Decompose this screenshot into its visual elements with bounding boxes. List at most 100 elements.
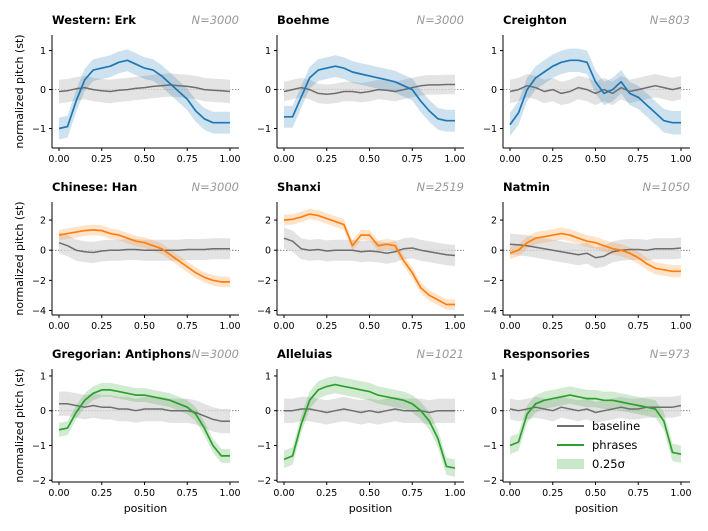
x-tick-label: 0.00 (48, 321, 69, 332)
phrases-line (58, 389, 230, 457)
x-tick-label: 0.50 (134, 154, 155, 165)
y-tick-label: 1 (40, 46, 46, 57)
baseline-band (510, 395, 681, 423)
x-tick-label: 0.00 (499, 154, 520, 165)
panel-title: Gregorian: Antiphons (52, 347, 191, 361)
x-tick-label: 0.50 (585, 154, 606, 165)
x-tick-label: 0.75 (402, 488, 423, 499)
y-tick-label: 0 (491, 406, 497, 417)
y-tick-label: −1 (257, 441, 271, 452)
y-tick-label: 1 (265, 371, 271, 382)
panel-n-count: N=803 (650, 13, 690, 27)
y-tick-label: −1 (32, 441, 46, 452)
x-axis-label: position (575, 502, 619, 515)
y-tick-label: −2 (32, 476, 46, 487)
x-tick-label: 0.25 (91, 154, 112, 165)
x-tick-label: 1.00 (444, 488, 465, 499)
phrases-line (58, 59, 230, 130)
x-tick-label: 0.75 (177, 154, 198, 165)
y-tick-label: −2 (257, 476, 271, 487)
panel-n-count: N=3000 (191, 180, 239, 194)
x-tick-label: 0.00 (499, 488, 520, 499)
x-tick-label: 0.75 (628, 488, 649, 499)
x-tick-label: 0.00 (273, 321, 294, 332)
phrases-band (510, 48, 681, 137)
x-tick-label: 0.25 (542, 321, 563, 332)
x-tick-label: 1.00 (219, 154, 240, 165)
legend-label: baseline (592, 419, 640, 433)
y-tick-label: 0 (265, 85, 271, 96)
x-tick-label: 0.00 (273, 154, 294, 165)
y-tick-label: 1 (40, 371, 46, 382)
phrases-line (58, 229, 230, 283)
panel-title: Alleluias (277, 347, 332, 361)
x-tick-label: 0.25 (316, 488, 337, 499)
x-tick-label: 0.25 (316, 321, 337, 332)
x-tick-label: 0.25 (316, 154, 337, 165)
baseline-line (59, 403, 230, 422)
phrases-line (284, 65, 455, 122)
y-tick-label: 1 (491, 46, 497, 57)
y-tick-label: −4 (257, 306, 271, 317)
x-tick-label: 1.00 (444, 154, 465, 165)
legend-label: 0.25σ (592, 457, 625, 471)
panel-n-count: N=2519 (416, 180, 464, 194)
y-tick-label: 1 (491, 371, 497, 382)
panel-title: Boehme (277, 13, 330, 27)
x-tick-label: 0.50 (585, 488, 606, 499)
panel-n-count: N=3000 (416, 13, 464, 27)
y-axis-label: normalized pitch (st) (13, 368, 26, 482)
panel-title: Creighton (503, 13, 567, 27)
baseline-line (509, 404, 682, 414)
y-tick-label: −4 (32, 306, 46, 317)
x-tick-label: 0.25 (91, 321, 112, 332)
x-axis-label: position (124, 502, 168, 515)
baseline-line (509, 243, 682, 259)
phrases-line (509, 232, 681, 273)
panel-title: Western: Erk (52, 13, 136, 27)
panel-2: Boehme N=3000 −1 0 1 0.00 0.25 0.50 0.75 1.00 (257, 13, 466, 165)
panel-n-count: N=3000 (191, 347, 239, 361)
y-tick-label: 0 (491, 85, 497, 96)
panel-4: Chinese: Han N=3000 −4 −2 0 2 0.00 0.25 0.50 0.75… (13, 180, 241, 332)
y-tick-label: 2 (40, 216, 46, 227)
x-tick-label: 0.50 (134, 488, 155, 499)
y-tick-label: −2 (32, 276, 46, 287)
phrases-line (509, 394, 682, 456)
phrases-band (284, 55, 455, 132)
x-tick-label: 1.00 (670, 154, 691, 165)
x-tick-label: 0.75 (628, 154, 649, 165)
phrases-band (284, 376, 455, 477)
legend-swatch-band (557, 459, 584, 469)
baseline-line (283, 237, 456, 257)
panel-title: Chinese: Han (52, 180, 137, 194)
x-tick-label: 0.50 (359, 488, 380, 499)
baseline-band (284, 227, 455, 266)
baseline-line (283, 83, 455, 95)
panel-5: Shanxi N=2519 −4 −2 0 2 0.00 0.25 0.50 0.75 1.00 (257, 180, 466, 332)
phrases-band (59, 382, 230, 463)
phrases-line (283, 213, 455, 306)
x-tick-label: 0.50 (134, 321, 155, 332)
x-tick-label: 0.75 (628, 321, 649, 332)
x-tick-label: 0.50 (359, 154, 380, 165)
phrases-line (509, 59, 681, 126)
baseline-band (59, 232, 230, 263)
panel-n-count: N=1050 (642, 180, 690, 194)
y-tick-label: 0 (40, 246, 46, 257)
x-tick-label: 0.75 (177, 321, 198, 332)
panel-9: Responsories N=973 −2 −1 0 1 0.00 0.25 0.50 0.75 1… (483, 347, 692, 515)
x-tick-label: 0.00 (273, 488, 294, 499)
panel-n-count: N=3000 (191, 13, 239, 27)
x-tick-label: 0.75 (177, 488, 198, 499)
y-axis-label: normalized pitch (st) (13, 201, 26, 315)
x-tick-label: 0.25 (91, 488, 112, 499)
y-tick-label: 0 (265, 246, 271, 257)
baseline-line (58, 84, 231, 93)
y-axis-label: normalized pitch (st) (13, 34, 26, 148)
x-tick-label: 0.00 (48, 154, 69, 165)
x-tick-label: 0.00 (499, 321, 520, 332)
phrases-band (510, 227, 681, 278)
x-tick-label: 1.00 (219, 321, 240, 332)
